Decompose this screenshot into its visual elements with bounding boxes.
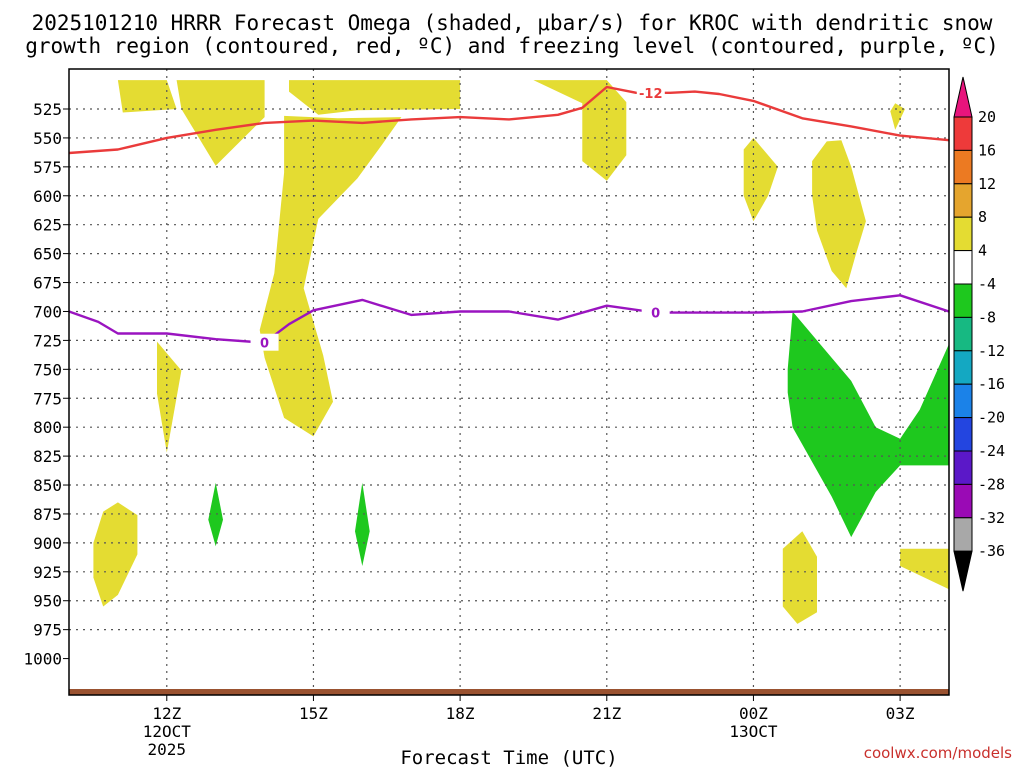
- omega-region-10: [782, 531, 817, 624]
- omega-region-8: [743, 137, 778, 222]
- colorbar-top-arrow: [953, 76, 973, 118]
- colorbar-swatch-6: [953, 283, 973, 318]
- dendritic-contour-label-bg: [636, 83, 665, 101]
- freezing-contour-label-2-bg: [641, 303, 670, 321]
- x-axis-label: Forecast Time (UTC): [400, 747, 617, 768]
- y-tick-label-850: 850: [33, 476, 62, 495]
- x-tick-label-0-2: 2025: [148, 740, 187, 759]
- y-tick-label-775: 775: [33, 389, 62, 408]
- omega-region-7: [93, 502, 138, 607]
- colorbar-swatch-13: [953, 517, 973, 552]
- dendritic-contour-line: [69, 85, 949, 155]
- colorbar-label-13: -36: [978, 542, 1005, 560]
- y-tick-label-950: 950: [33, 592, 62, 611]
- freezing-contour-label-1-bg: [250, 333, 279, 351]
- y-tick-label-600: 600: [33, 187, 62, 206]
- x-tick-label-4-1: 13OCT: [729, 722, 778, 741]
- y-tick-label-550: 550: [33, 129, 62, 148]
- colorbar-swatch-11: [953, 450, 973, 485]
- omega-region-1: [117, 80, 177, 113]
- y-tick-label-625: 625: [33, 216, 62, 235]
- x-tick-label-3-0: 21Z: [592, 704, 621, 723]
- contour-lines: -12 0 0: [69, 83, 949, 352]
- colorbar-swatch-9: [953, 383, 973, 419]
- colorbar-label-7: -12: [978, 342, 1005, 360]
- ground-strip: [69, 689, 949, 695]
- colorbar-label-9: -20: [978, 409, 1005, 427]
- colorbar-label-1: 16: [978, 141, 996, 159]
- omega-region-14: [208, 482, 223, 547]
- chart-title-line-2: growth region (contoured, red, ºC) and f…: [25, 34, 999, 58]
- x-tick-label-0-1: 12OCT: [143, 722, 192, 741]
- colorbar-swatch-4: [953, 216, 973, 252]
- freezing-contour-label-2: 0: [651, 307, 660, 322]
- colorbar-swatch-7: [953, 316, 973, 352]
- omega-region-13: [787, 311, 949, 538]
- omega-region-4: [259, 115, 402, 437]
- y-tick-label-525: 525: [33, 100, 62, 119]
- y-tick-label-875: 875: [33, 505, 62, 524]
- colorbar-swatch-5: [953, 250, 973, 285]
- colorbar-swatch-10: [953, 417, 973, 452]
- omega-region-2: [176, 80, 265, 166]
- freezing-contour-label-1: 0: [260, 337, 269, 352]
- colorbar-label-5: -4: [978, 275, 996, 293]
- colorbar-swatch-8: [953, 350, 973, 385]
- y-tick-label-675: 675: [33, 274, 62, 293]
- omega-shading: [93, 80, 949, 624]
- y-tick-label-700: 700: [33, 302, 62, 321]
- x-tick-label-2-0: 18Z: [446, 704, 475, 723]
- y-tick-label-650: 650: [33, 245, 62, 264]
- x-tick-label-0-0: 12Z: [152, 704, 181, 723]
- colorbar-swatch-1: [953, 116, 973, 151]
- colorbar-label-0: 20: [978, 108, 996, 126]
- y-axis-ticks: 525 550 575 600 625 650 675 700 725 750 775 800 825 8…: [23, 100, 69, 669]
- chart-title-line-1: 2025101210 HRRR Forecast Omega (shaded, …: [32, 11, 993, 35]
- y-tick-label-750: 750: [33, 360, 62, 379]
- y-tick-label-900: 900: [33, 534, 62, 553]
- colorbar-label-11: -28: [978, 475, 1005, 493]
- colorbar-label-2: 12: [978, 175, 996, 193]
- omega-region-9: [812, 140, 866, 289]
- y-tick-label-800: 800: [33, 418, 62, 437]
- omega-region-12: [890, 103, 905, 130]
- colorbar: 20 16 12 8 4 -4 -8 -12 -16 -20 -24 -28 -32 -36: [953, 76, 1005, 592]
- x-tick-label-4-0: 00Z: [739, 704, 768, 723]
- omega-region-15: [355, 482, 370, 566]
- omega-region-5: [533, 80, 627, 181]
- y-tick-label-575: 575: [33, 158, 62, 177]
- y-tick-label-825: 825: [33, 447, 62, 466]
- credit-text: coolwx.com/models: [864, 744, 1012, 762]
- y-tick-label-1000: 1000: [23, 650, 62, 669]
- y-tick-label-975: 975: [33, 621, 62, 640]
- y-tick-label-725: 725: [33, 331, 62, 350]
- freezing-level-contour-line: [69, 294, 949, 344]
- x-tick-label-5-0: 03Z: [886, 704, 915, 723]
- colorbar-swatch-2: [953, 149, 973, 185]
- colorbar-label-12: -32: [978, 509, 1005, 527]
- x-tick-label-1-0: 15Z: [299, 704, 328, 723]
- y-tick-label-925: 925: [33, 563, 62, 582]
- plot-frame: [68, 68, 950, 696]
- omega-region-6: [157, 341, 182, 453]
- dendritic-contour-label: -12: [639, 87, 663, 102]
- colorbar-bottom-arrow: [953, 550, 973, 592]
- colorbar-label-8: -16: [978, 375, 1005, 393]
- colorbar-label-10: -24: [978, 442, 1005, 460]
- omega-region-3: [289, 80, 461, 115]
- colorbar-label-4: 4: [978, 242, 987, 260]
- colorbar-swatch-12: [953, 483, 973, 519]
- colorbar-swatch-3: [953, 183, 973, 218]
- omega-region-11: [900, 548, 949, 590]
- colorbar-label-3: 8: [978, 208, 987, 226]
- colorbar-label-6: -8: [978, 308, 996, 326]
